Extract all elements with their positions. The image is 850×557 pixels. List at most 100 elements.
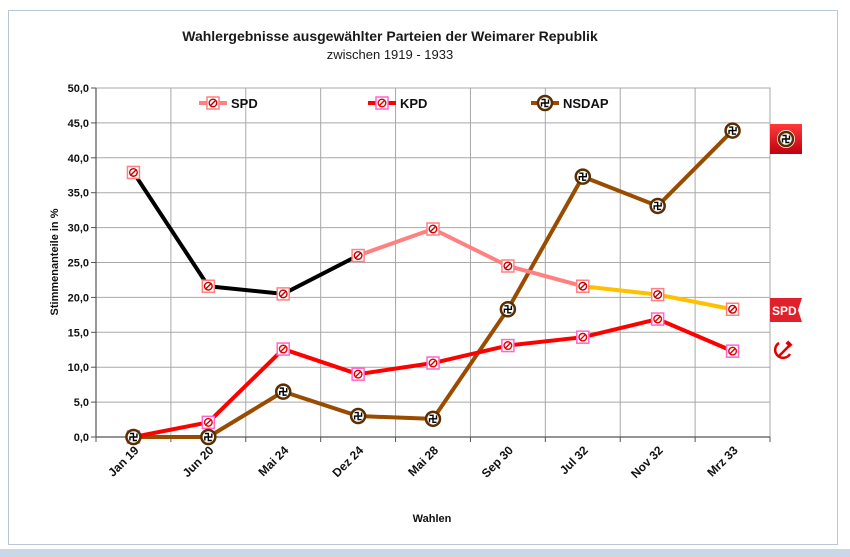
kpd-logo-hammer-handle: [777, 345, 790, 358]
marker-glyph: [728, 346, 738, 356]
data-point-spd: [725, 302, 740, 317]
series-line-spd: [281, 253, 361, 296]
x-tick-label: Jul 32: [557, 443, 591, 477]
y-tick-label: 35,0: [68, 188, 89, 200]
data-point-nsdap: [349, 407, 367, 425]
y-tick-label: 50,0: [68, 83, 89, 95]
series-line-kpd: [281, 347, 361, 377]
series-line-kpd: [206, 347, 286, 425]
marker-glyph-bar: [354, 370, 362, 378]
marker-glyph: [503, 305, 513, 314]
series-line-nsdap: [206, 389, 286, 439]
spd-logo: SPD: [770, 298, 802, 322]
spd-logo-label: SPD: [772, 304, 797, 318]
kpd-logo-sickle: [773, 341, 792, 360]
marker-glyph: [203, 417, 213, 427]
series-line-nsdap: [655, 128, 735, 208]
series-line-kpd: [131, 420, 211, 439]
marker-glyph: [353, 411, 363, 421]
legend-label-nsdap: NSDAP: [563, 96, 609, 111]
marker-glyph: [653, 201, 662, 211]
data-point-nsdap: [724, 122, 741, 139]
data-point-spd: [426, 222, 440, 236]
marker-glyph: [204, 432, 213, 442]
marker-glyph-bar: [654, 291, 662, 299]
marker-glyph: [728, 126, 737, 135]
marker-glyph-bar: [729, 305, 737, 313]
series-line-kpd: [431, 343, 510, 366]
y-tick-label: 40,0: [68, 153, 89, 165]
data-point-nsdap: [499, 301, 517, 318]
marker-glyph-bar: [129, 168, 137, 176]
y-tick-label: 10,0: [68, 362, 89, 374]
data-point-kpd: [650, 312, 665, 326]
data-point-spd: [501, 259, 515, 273]
marker-glyph: [578, 281, 588, 291]
marker-glyph: [279, 387, 288, 396]
marker-glyph: [208, 98, 218, 108]
marker-glyph: [128, 167, 138, 177]
data-point-spd: [351, 248, 365, 263]
spd-logo-bg: [770, 298, 802, 322]
marker-glyph-bar: [209, 99, 217, 107]
marker-glyph-bar: [429, 225, 437, 233]
y-axis-title: Stimmenanteile in %: [49, 208, 61, 315]
y-tick-label: 20,0: [68, 292, 89, 304]
chart-title: Wahlergebnisse ausgewählter Parteien der…: [182, 28, 598, 44]
data-point-spd: [576, 279, 590, 293]
series-line-spd: [356, 226, 435, 258]
marker-glyph-bar: [204, 282, 212, 290]
x-tick-label: Mai 28: [405, 443, 441, 479]
marker-glyph: [377, 98, 387, 108]
y-tick-label: 0,0: [74, 432, 89, 444]
legend-marker-kpd: [375, 96, 389, 110]
series-line-nsdap: [505, 174, 585, 312]
marker-glyph: [781, 134, 791, 144]
marker-glyph: [278, 289, 288, 299]
marker-glyph-bar: [504, 342, 512, 350]
marker-glyph-bar: [279, 290, 287, 298]
y-tick-label: 25,0: [68, 258, 89, 270]
data-point-nsdap: [200, 428, 217, 446]
marker-glyph: [428, 224, 438, 234]
x-tick-label: Jan 19: [105, 443, 142, 480]
marker-glyph: [428, 358, 438, 368]
marker-glyph-bar: [378, 99, 386, 107]
x-tick-label: Mai 24: [256, 443, 292, 479]
legend-marker-spd: [206, 96, 220, 110]
series-line-kpd: [505, 335, 585, 348]
marker-glyph-bar: [729, 347, 737, 355]
series-line-spd: [580, 284, 660, 297]
series-line-kpd: [655, 317, 735, 354]
data-point-spd: [201, 279, 216, 293]
marker-glyph-bar: [429, 359, 437, 367]
data-point-spd: [126, 165, 141, 180]
y-tick-label: 45,0: [68, 118, 89, 130]
series-line-spd: [206, 284, 286, 296]
data-point-nsdap: [649, 197, 666, 215]
kpd-logo-hammer-head: [785, 340, 793, 348]
data-point-kpd: [201, 415, 216, 430]
data-point-nsdap: [424, 410, 442, 428]
marker-glyph-bar: [579, 333, 587, 341]
series-line-nsdap: [281, 389, 361, 419]
data-point-kpd: [351, 367, 365, 381]
marker-glyph-bar: [204, 418, 212, 426]
data-point-nsdap: [125, 428, 142, 446]
marker-glyph-bar: [654, 315, 662, 323]
data-point-spd: [650, 287, 665, 302]
legend-label-spd: SPD: [231, 96, 258, 111]
data-point-nsdap: [274, 383, 292, 400]
marker-glyph: [653, 290, 663, 300]
marker-glyph: [129, 432, 138, 442]
series-line-kpd: [580, 317, 660, 340]
marker-glyph: [503, 341, 513, 351]
bottom-bar: [0, 549, 850, 557]
marker-glyph-bar: [504, 262, 512, 270]
marker-glyph: [728, 304, 738, 314]
marker-glyph-bar: [579, 282, 587, 290]
x-tick-label: Jun 20: [180, 443, 217, 480]
y-tick-label: 30,0: [68, 223, 89, 235]
data-point-kpd: [276, 342, 290, 356]
